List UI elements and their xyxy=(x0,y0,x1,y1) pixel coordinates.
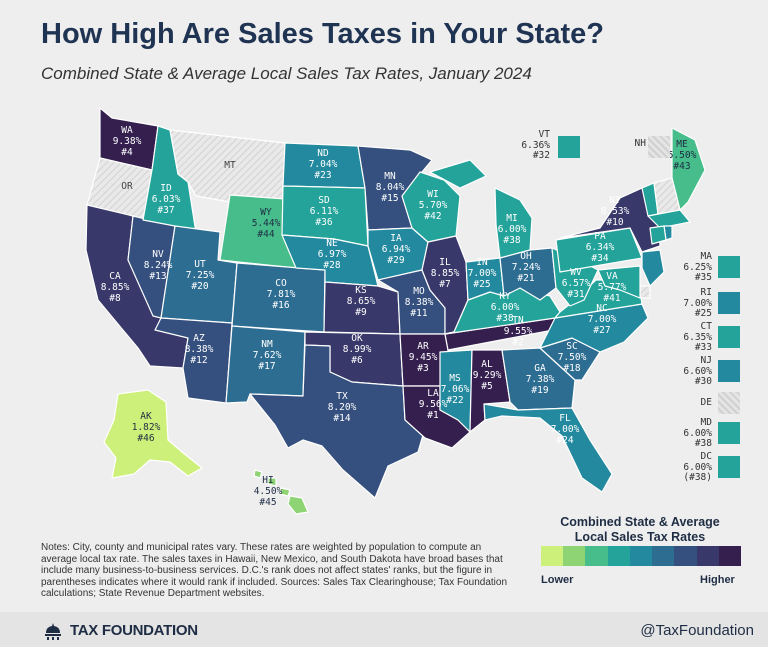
legend-swatch-4 xyxy=(629,546,653,566)
state-label-nm: NM 7.62% #17 xyxy=(253,339,282,372)
state-ct[interactable] xyxy=(649,225,667,245)
state-label-ny: NY 8.53% #10 xyxy=(601,195,630,228)
state-label-pa: PA 6.34% #34 xyxy=(586,231,615,264)
state-label-wa: WA 9.38% #4 xyxy=(113,125,142,158)
state-label-sd: SD 6.11% #36 xyxy=(310,195,339,228)
state-label-oh: OH 7.24% #21 xyxy=(512,251,541,284)
state-label-co: CO 7.81% #16 xyxy=(267,278,296,311)
state-label-me: ME 5.50% #43 xyxy=(668,139,697,172)
state-nj[interactable] xyxy=(641,249,665,287)
state-label-al: AL 9.29% #5 xyxy=(473,359,502,392)
state-label-tx: TX 8.20% #14 xyxy=(328,391,357,424)
state-label-la: LA 9.56% #1 xyxy=(419,388,448,421)
state-swatch-nj[interactable] xyxy=(718,360,740,382)
legend-swatch-1 xyxy=(563,546,586,566)
state-label-dc: DC 6.00% (#38) xyxy=(683,451,712,483)
state-label-ks: KS 8.65% #9 xyxy=(347,285,376,318)
state-label-ut: UT 7.25% #20 xyxy=(186,259,215,292)
legend-low-label: Lower xyxy=(541,574,574,586)
state-label-ri: RI 7.00% #25 xyxy=(683,287,712,319)
state-label-de: DE xyxy=(700,397,712,408)
state-oh[interactable] xyxy=(499,247,557,301)
legend-swatch-0 xyxy=(541,546,564,566)
brand-name: TAX FOUNDATION xyxy=(70,622,198,639)
legend-swatch-5 xyxy=(652,546,675,566)
state-label-tn: TN 9.55% #2 xyxy=(504,315,533,348)
state-md[interactable] xyxy=(597,265,641,299)
legend-swatch-3 xyxy=(607,546,630,566)
legend-title: Combined State & Average Local Sales Tax… xyxy=(560,515,720,544)
state-label-wy: WY 5.44% #44 xyxy=(252,207,281,240)
state-label-il: IL 8.85% #7 xyxy=(431,257,460,290)
state-label-nc: NC 7.00% #27 xyxy=(588,303,617,336)
state-swatch-ma[interactable] xyxy=(718,256,740,278)
state-wi[interactable] xyxy=(401,171,461,243)
legend-swatch-2 xyxy=(585,546,608,566)
state-label-ak: AK 1.82% #46 xyxy=(132,411,161,444)
state-label-nj: NJ 6.60% #30 xyxy=(683,355,712,387)
state-label-ne: NE 6.97% #28 xyxy=(318,238,347,271)
state-ms[interactable] xyxy=(439,349,473,433)
state-hi[interactable] xyxy=(253,469,309,515)
capitol-dome-icon xyxy=(45,623,61,640)
legend-swatch-7 xyxy=(696,546,719,566)
state-label-va: VA 5.77% #41 xyxy=(598,271,627,304)
legend-high-label: Higher xyxy=(700,574,735,586)
state-ma[interactable] xyxy=(647,209,691,229)
legend-color-ramp xyxy=(541,546,741,566)
state-label-mn: MN 8.04% #15 xyxy=(376,171,405,204)
page-title: How High Are Sales Taxes in Your State? xyxy=(41,18,604,50)
state-label-ga: GA 7.38% #19 xyxy=(526,363,555,396)
state-label-fl: FL 7.00% #24 xyxy=(551,413,580,446)
state-label-mi: MI 6.00% #38 xyxy=(498,213,527,246)
state-label-mt: MT xyxy=(224,160,236,171)
state-label-wi: WI 5.70% #42 xyxy=(419,189,448,222)
state-nc[interactable] xyxy=(539,303,649,353)
state-swatch-nh[interactable] xyxy=(648,136,670,158)
state-tx[interactable] xyxy=(249,344,426,499)
state-label-vt: VT 6.36% #32 xyxy=(521,129,550,161)
state-label-hi: HI 4.50% #45 xyxy=(254,475,283,508)
state-label-in: IN 7.00% #25 xyxy=(468,257,497,290)
legend-swatch-8 xyxy=(718,546,741,566)
state-fl[interactable] xyxy=(483,403,613,493)
state-swatch-md[interactable] xyxy=(718,422,740,444)
state-label-nd: ND 7.04% #23 xyxy=(309,148,338,181)
state-label-az: AZ 8.38% #12 xyxy=(185,333,214,366)
state-ak[interactable] xyxy=(103,389,203,479)
state-label-ca: CA 8.85% #8 xyxy=(101,271,130,304)
state-label-md: MD 6.00% #38 xyxy=(683,417,712,449)
state-label-ia: IA 6.94% #29 xyxy=(382,233,411,266)
state-label-wv: WV 6.57% #31 xyxy=(562,267,591,300)
state-label-sc: SC 7.50% #18 xyxy=(558,341,587,374)
social-handle[interactable]: @TaxFoundation xyxy=(640,622,754,639)
state-swatch-de[interactable] xyxy=(718,392,740,414)
state-label-ms: MS 7.06% #22 xyxy=(441,373,470,406)
state-label-ma: MA 6.25% #35 xyxy=(683,251,712,283)
state-label-nv: NV 8.24% #13 xyxy=(144,249,173,282)
state-label-mo: MO 8.38% #11 xyxy=(405,286,434,319)
state-label-id: ID 6.03% #37 xyxy=(152,183,181,216)
footer-bar xyxy=(0,612,768,647)
state-in[interactable] xyxy=(465,257,505,301)
state-swatch-vt[interactable] xyxy=(558,136,580,158)
state-swatch-ct[interactable] xyxy=(718,326,740,348)
page-subtitle: Combined State & Average Local Sales Tax… xyxy=(41,64,532,83)
state-de[interactable] xyxy=(639,285,651,299)
state-label-ct: CT 6.35% #33 xyxy=(683,321,712,353)
state-swatch-dc[interactable] xyxy=(718,456,740,478)
state-label-nh: NH xyxy=(634,138,646,149)
state-label-ky: KY 6.00% #38 xyxy=(491,291,520,324)
state-label-ok: OK 8.99% #6 xyxy=(343,333,372,366)
notes-text: Notes: City, county and municipal rates … xyxy=(41,542,508,600)
legend-swatch-6 xyxy=(674,546,697,566)
state-label-or: OR xyxy=(121,181,133,192)
state-label-ar: AR 9.45% #3 xyxy=(409,341,438,374)
state-swatch-ri[interactable] xyxy=(718,292,740,314)
